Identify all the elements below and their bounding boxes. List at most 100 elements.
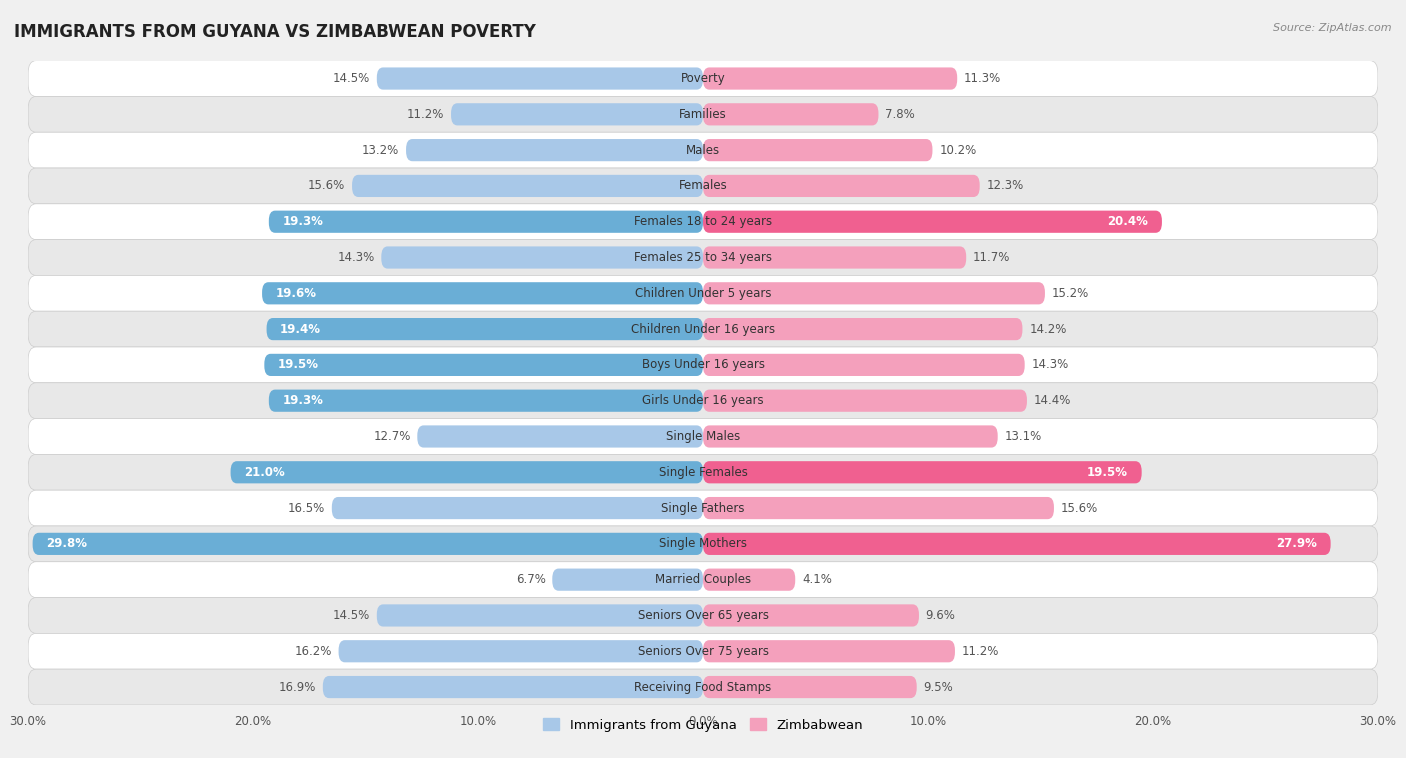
FancyBboxPatch shape	[28, 240, 1378, 275]
Text: 14.2%: 14.2%	[1029, 323, 1067, 336]
Text: Seniors Over 75 years: Seniors Over 75 years	[637, 645, 769, 658]
Text: 4.1%: 4.1%	[801, 573, 832, 586]
Text: Single Mothers: Single Mothers	[659, 537, 747, 550]
Text: Source: ZipAtlas.com: Source: ZipAtlas.com	[1274, 23, 1392, 33]
FancyBboxPatch shape	[406, 139, 703, 161]
Text: Boys Under 16 years: Boys Under 16 years	[641, 359, 765, 371]
FancyBboxPatch shape	[703, 67, 957, 89]
Text: 11.2%: 11.2%	[406, 108, 444, 121]
Text: 9.6%: 9.6%	[925, 609, 956, 622]
FancyBboxPatch shape	[553, 568, 703, 590]
FancyBboxPatch shape	[703, 246, 966, 268]
FancyBboxPatch shape	[703, 175, 980, 197]
Text: Females 25 to 34 years: Females 25 to 34 years	[634, 251, 772, 264]
Text: 16.5%: 16.5%	[288, 502, 325, 515]
FancyBboxPatch shape	[703, 676, 917, 698]
FancyBboxPatch shape	[703, 282, 1045, 305]
Text: Seniors Over 65 years: Seniors Over 65 years	[637, 609, 769, 622]
FancyBboxPatch shape	[332, 497, 703, 519]
Text: 14.4%: 14.4%	[1033, 394, 1071, 407]
Text: 12.3%: 12.3%	[987, 180, 1024, 193]
FancyBboxPatch shape	[703, 318, 1022, 340]
FancyBboxPatch shape	[28, 275, 1378, 312]
Text: 16.2%: 16.2%	[294, 645, 332, 658]
Text: Single Fathers: Single Fathers	[661, 502, 745, 515]
Text: 29.8%: 29.8%	[46, 537, 87, 550]
FancyBboxPatch shape	[703, 568, 796, 590]
Text: 16.9%: 16.9%	[278, 681, 316, 694]
Text: Females 18 to 24 years: Females 18 to 24 years	[634, 215, 772, 228]
FancyBboxPatch shape	[264, 354, 703, 376]
Text: Children Under 5 years: Children Under 5 years	[634, 287, 772, 300]
FancyBboxPatch shape	[262, 282, 703, 305]
Text: 6.7%: 6.7%	[516, 573, 546, 586]
FancyBboxPatch shape	[28, 562, 1378, 597]
FancyBboxPatch shape	[28, 312, 1378, 347]
FancyBboxPatch shape	[703, 390, 1026, 412]
Text: Poverty: Poverty	[681, 72, 725, 85]
Text: 19.5%: 19.5%	[278, 359, 319, 371]
FancyBboxPatch shape	[28, 490, 1378, 526]
FancyBboxPatch shape	[703, 425, 998, 447]
FancyBboxPatch shape	[28, 418, 1378, 454]
FancyBboxPatch shape	[28, 347, 1378, 383]
Text: 14.5%: 14.5%	[333, 72, 370, 85]
Text: 9.5%: 9.5%	[924, 681, 953, 694]
Text: Girls Under 16 years: Girls Under 16 years	[643, 394, 763, 407]
Legend: Immigrants from Guyana, Zimbabwean: Immigrants from Guyana, Zimbabwean	[538, 713, 868, 737]
FancyBboxPatch shape	[28, 634, 1378, 669]
Text: 15.6%: 15.6%	[308, 180, 346, 193]
Text: 11.3%: 11.3%	[965, 72, 1001, 85]
Text: 14.3%: 14.3%	[337, 251, 374, 264]
FancyBboxPatch shape	[231, 461, 703, 484]
Text: IMMIGRANTS FROM GUYANA VS ZIMBABWEAN POVERTY: IMMIGRANTS FROM GUYANA VS ZIMBABWEAN POV…	[14, 23, 536, 41]
Text: 7.8%: 7.8%	[886, 108, 915, 121]
FancyBboxPatch shape	[28, 61, 1378, 96]
FancyBboxPatch shape	[28, 383, 1378, 418]
FancyBboxPatch shape	[703, 354, 1025, 376]
FancyBboxPatch shape	[377, 604, 703, 627]
FancyBboxPatch shape	[703, 103, 879, 125]
Text: 11.7%: 11.7%	[973, 251, 1011, 264]
FancyBboxPatch shape	[28, 168, 1378, 204]
Text: 10.2%: 10.2%	[939, 143, 976, 157]
FancyBboxPatch shape	[269, 211, 703, 233]
Text: Males: Males	[686, 143, 720, 157]
FancyBboxPatch shape	[352, 175, 703, 197]
FancyBboxPatch shape	[339, 641, 703, 662]
FancyBboxPatch shape	[451, 103, 703, 125]
Text: Married Couples: Married Couples	[655, 573, 751, 586]
FancyBboxPatch shape	[28, 597, 1378, 634]
Text: 27.9%: 27.9%	[1277, 537, 1317, 550]
Text: 20.4%: 20.4%	[1108, 215, 1149, 228]
Text: 19.3%: 19.3%	[283, 215, 323, 228]
FancyBboxPatch shape	[703, 497, 1054, 519]
FancyBboxPatch shape	[703, 461, 1142, 484]
FancyBboxPatch shape	[32, 533, 703, 555]
FancyBboxPatch shape	[28, 204, 1378, 240]
FancyBboxPatch shape	[377, 67, 703, 89]
Text: 14.3%: 14.3%	[1032, 359, 1069, 371]
FancyBboxPatch shape	[703, 139, 932, 161]
FancyBboxPatch shape	[28, 526, 1378, 562]
FancyBboxPatch shape	[323, 676, 703, 698]
Text: 19.6%: 19.6%	[276, 287, 316, 300]
Text: Receiving Food Stamps: Receiving Food Stamps	[634, 681, 772, 694]
FancyBboxPatch shape	[703, 533, 1330, 555]
Text: Females: Females	[679, 180, 727, 193]
Text: 19.4%: 19.4%	[280, 323, 321, 336]
Text: 15.2%: 15.2%	[1052, 287, 1088, 300]
Text: 13.1%: 13.1%	[1004, 430, 1042, 443]
FancyBboxPatch shape	[269, 390, 703, 412]
Text: Single Females: Single Females	[658, 465, 748, 479]
Text: 21.0%: 21.0%	[245, 465, 285, 479]
FancyBboxPatch shape	[703, 604, 920, 627]
Text: 11.2%: 11.2%	[962, 645, 1000, 658]
Text: Children Under 16 years: Children Under 16 years	[631, 323, 775, 336]
Text: 19.5%: 19.5%	[1087, 465, 1128, 479]
Text: Single Males: Single Males	[666, 430, 740, 443]
Text: 15.6%: 15.6%	[1060, 502, 1098, 515]
FancyBboxPatch shape	[28, 669, 1378, 705]
FancyBboxPatch shape	[703, 211, 1161, 233]
FancyBboxPatch shape	[381, 246, 703, 268]
